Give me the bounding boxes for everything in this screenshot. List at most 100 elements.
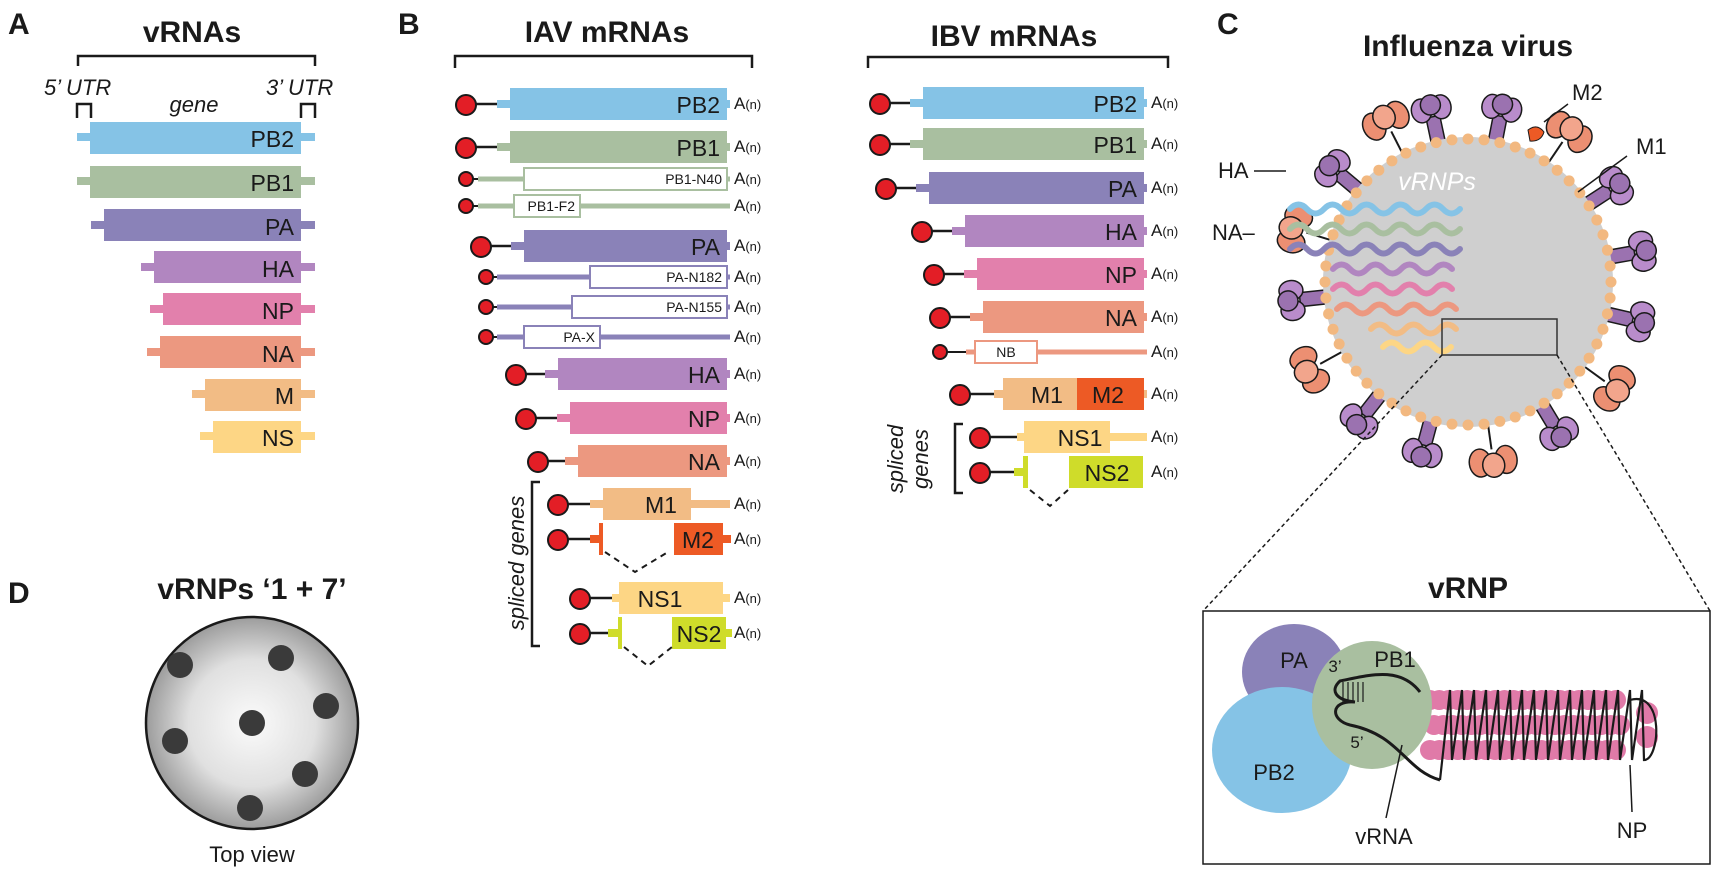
ibv-pb2-cap [869, 93, 891, 115]
ibv-nb: NB A(n) [932, 340, 1178, 364]
lipid-dot [1604, 292, 1616, 304]
iav-m2-utr3 [723, 535, 731, 543]
iav-pb1-n40-cap [458, 171, 474, 187]
ibv-ns1: NS1 A(n) [969, 421, 1178, 453]
pb2-label: PB2 [1253, 760, 1295, 785]
vrnp-wave [1368, 321, 1459, 337]
ha-spike [1410, 94, 1452, 149]
iav-pa-x-orf [523, 325, 601, 349]
vrna-pb1-label: PB1 [251, 170, 294, 196]
lipid-dot [1509, 411, 1521, 423]
lipid-dot [1341, 352, 1353, 364]
iav-pb1-f2-cap [458, 198, 474, 214]
iav-pb1-f2-utr [478, 203, 730, 209]
ibv-ns2-cap [969, 462, 991, 484]
ibv-spliced-label-1: spliced [883, 424, 908, 493]
iav-bracket [453, 54, 754, 68]
vrna-strand [1333, 673, 1441, 782]
iav-pa-x-cap [478, 329, 494, 345]
iav-pb1-n40-orf [523, 167, 728, 191]
ibv-pa-cap [875, 178, 897, 200]
na-head [1605, 378, 1631, 403]
lipid-dot [1320, 260, 1332, 272]
ha-spike [1339, 386, 1389, 440]
helix-strand [1438, 689, 1658, 781]
ibv-m-cap [949, 384, 971, 406]
vrnp-dot-center [239, 710, 265, 736]
ibv-pb1-cap [869, 134, 891, 156]
iav-ns1-cap [569, 588, 591, 610]
lipid-dot [1361, 377, 1373, 389]
three-prime-label: 3’ [1328, 657, 1341, 676]
lipid-dot [1327, 323, 1339, 335]
vrna-np-label: NP [262, 298, 294, 324]
iav-na-cap [527, 451, 549, 473]
iav-pa-x: PA-X A(n) [478, 325, 761, 349]
iav-ns2-cap [569, 623, 591, 645]
vrnp-wave [1380, 339, 1454, 355]
vrna-m: M [192, 379, 315, 411]
vrna-na: NA [147, 336, 315, 368]
na-spike [1545, 110, 1593, 166]
iav-pa-n182-polya: A(n) [734, 267, 761, 286]
iav-pb1: PB1 A(n) [455, 131, 761, 163]
utr3-bracket [299, 102, 317, 118]
lipid-dot [1524, 147, 1536, 159]
iav-np-cap [515, 408, 537, 430]
m2-label: M2 [1572, 80, 1603, 105]
iav-ha-polya: A(n) [734, 364, 761, 383]
iav-pb1-orf [510, 131, 727, 163]
lipid-dot [1430, 137, 1442, 149]
panel-d-letter: D [8, 577, 30, 610]
iav-pa-orf [524, 230, 727, 262]
ha-head [1318, 154, 1341, 177]
vrna-pa: PA [91, 209, 315, 241]
iav-ns2-exon1 [618, 617, 622, 649]
ibv-nb-polya: A(n) [1151, 342, 1178, 361]
vrnp-wave [1330, 261, 1455, 277]
iav-spliced-label: spliced genes [504, 496, 529, 631]
iav-pb1-f2-orf [513, 194, 581, 218]
lipid-dot [1597, 229, 1609, 241]
iav-na-orf [578, 445, 727, 477]
iav-pa-x-polya: A(n) [734, 327, 761, 346]
lipid-dot [1478, 134, 1490, 146]
iav-m1-polya: A(n) [734, 494, 761, 513]
ibv-pb1-label: PB1 [1094, 132, 1137, 158]
panel-b-letter: B [398, 8, 420, 41]
vrnps-label: vRNPs [1398, 168, 1476, 196]
lipid-dot [1605, 276, 1617, 288]
iav-ns1-orf [619, 582, 723, 614]
vrnp-dot [292, 761, 318, 787]
iav-pa-x-label: PA-X [563, 329, 595, 345]
vrna-segment-list: PB2 PB1 PA HA [77, 122, 315, 453]
ibv-ns2-utr5 [1014, 468, 1028, 476]
ibv-ns1-orf [1024, 421, 1110, 453]
iav-spliced-bracket [530, 480, 540, 648]
np-helix [1420, 689, 1658, 781]
iav-pb2-polya: A(n) [734, 94, 761, 113]
ibv-np-cap [923, 264, 945, 286]
vrnp-wave [1287, 221, 1463, 237]
iav-pa-polya: A(n) [734, 236, 761, 255]
vrnp-dot [268, 645, 294, 671]
np-bead [1636, 726, 1658, 748]
ibv-na-label: NA [1105, 305, 1138, 331]
iav-m2: M2 A(n) [547, 523, 761, 574]
ibv-pb2-polya: A(n) [1151, 93, 1178, 112]
lipid-dot [1415, 141, 1427, 153]
lipid-dot [1350, 365, 1362, 377]
np-label: NP [1617, 818, 1648, 843]
vrna-leader [1385, 744, 1403, 819]
iav-np-label: NP [688, 406, 720, 432]
vrnp-wave [1330, 281, 1455, 297]
ha-spike [1481, 93, 1523, 148]
ibv-ha: HA A(n) [911, 215, 1178, 247]
ibv-na-polya: A(n) [1151, 307, 1178, 326]
iav-pa: PA A(n) [470, 230, 761, 262]
iav-pb2: PB2 A(n) [455, 88, 761, 120]
lipid-dot [1574, 365, 1586, 377]
top-view-caption: Top view [209, 842, 295, 867]
vrna-label: vRNA [1355, 824, 1413, 849]
iav-ns2-label: NS2 [677, 621, 722, 647]
